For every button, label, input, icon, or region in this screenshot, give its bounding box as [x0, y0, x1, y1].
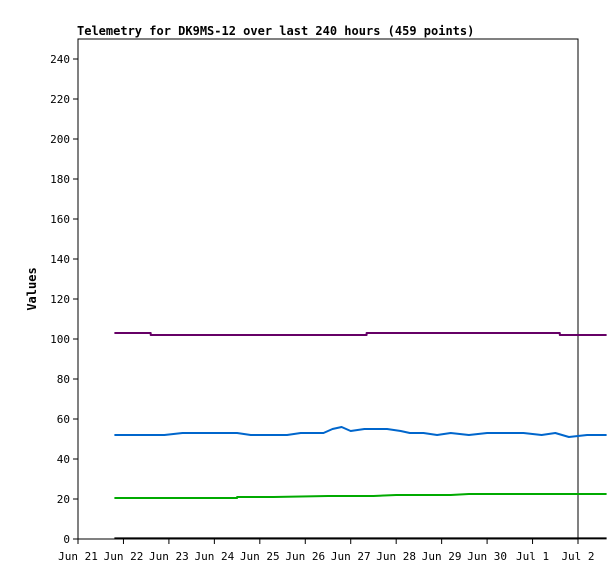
x-tick-label: Jun 27 [331, 550, 371, 563]
y-axis-label: Values [25, 267, 39, 310]
y-tick-label: 0 [63, 533, 70, 546]
y-tick-label: 180 [50, 173, 70, 186]
y-tick-label: 140 [50, 253, 70, 266]
y-tick-label: 160 [50, 213, 70, 226]
series-line-1 [114, 332, 607, 336]
x-tick-label: Jul 1 [516, 550, 549, 563]
x-tick-label: Jun 21 [58, 550, 98, 563]
y-tick-label: 80 [57, 373, 70, 386]
x-tick-label: Jun 25 [240, 550, 280, 563]
x-tick-label: Jun 24 [194, 550, 234, 563]
y-tick-label: 40 [57, 453, 70, 466]
x-tick-label: Jun 29 [422, 550, 462, 563]
y-tick-label: 220 [50, 93, 70, 106]
x-axis: Jun 21 Jun 22 Jun 23 Jun 24 Jun 25 Jun 26 Jun … [58, 539, 595, 563]
x-tick-label: Jun 23 [149, 550, 189, 563]
series-line-2 [114, 426, 607, 438]
chart-title: Telemetry for DK9MS-12 over last 240 hou… [77, 24, 474, 38]
y-tick-label: 20 [57, 493, 70, 506]
y-axis: 0 20 40 60 80 100 120 140 160 180 200 220 240 [50, 53, 78, 546]
series-line-3 [114, 493, 607, 499]
x-tick-label: Jun 22 [104, 550, 144, 563]
plot-area [77, 38, 579, 540]
y-tick-label: 120 [50, 293, 70, 306]
series-group [114, 332, 607, 540]
y-tick-label: 60 [57, 413, 70, 426]
y-tick-label: 200 [50, 133, 70, 146]
y-tick-label: 100 [50, 333, 70, 346]
y-tick-label: 240 [50, 53, 70, 66]
x-tick-label: Jul 2 [561, 550, 594, 563]
x-tick-label: Jun 30 [467, 550, 507, 563]
x-tick-label: Jun 26 [285, 550, 325, 563]
x-tick-label: Jun 28 [376, 550, 416, 563]
